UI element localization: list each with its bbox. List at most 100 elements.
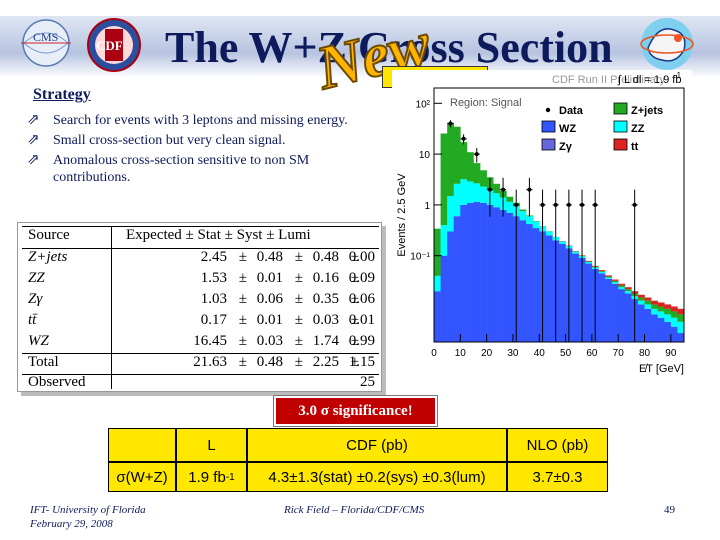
pm-sign: ± [294,291,303,307]
hist-bar-zz [532,221,540,229]
header-source: Source [28,227,70,243]
list-item: ⇗ Search for events with 3 leptons and mi… [27,112,372,129]
row-syst: 0.16 [312,270,339,286]
pm-sign: ± [238,270,247,286]
bullet-arrow-icon: ⇗ [27,152,40,168]
results-corner [108,428,176,462]
bullet-text: Small cross-section but very clean signa… [53,133,286,148]
significance-badge: 3.0 σ significance! [273,395,438,427]
hist-bar-zz [637,300,645,305]
hist-bar-zz [440,225,448,256]
hist-bar-top [677,308,685,315]
observed-label: Observed [28,374,86,390]
plot-region-label: Region: Signal [450,97,522,109]
legend-label: Data [559,105,584,117]
hist-bar-zjets [519,209,527,212]
row-exp: 0.17 [200,312,227,328]
hist-bar-zjets [506,196,514,202]
x-tick-label: 0 [431,348,437,359]
row-exp: 1.53 [200,270,227,286]
row-source: WZ [28,333,49,349]
results-header-cdf: CDF (pb) [247,428,507,462]
x-tick-label: 30 [507,348,519,359]
list-item: ⇗ Small cross-section but very clean sign… [27,132,372,149]
hist-bar-zz [545,231,553,236]
row-stat: 0.48 [256,249,283,265]
legend-swatch [541,138,556,151]
total-label: Total [28,354,59,370]
hist-bar-zz [526,216,533,225]
table-rule [22,248,379,249]
hist-bar-zz [480,186,487,203]
row-exp: 1.03 [200,291,227,307]
data-point [448,121,453,126]
legend-label: ZZ [631,123,645,135]
hist-bar-zjets [453,126,461,184]
pm-sign: ± [238,312,247,328]
pm-sign: ± [350,333,359,349]
hist-bar-wz [493,207,501,342]
y-tick-label: 1 [424,201,430,212]
hist-bar-wz [624,293,632,342]
hist-bar-zjets [460,142,468,180]
table-rule [22,226,379,227]
legend-label: Z+jets [631,105,663,117]
x-tick-label: 60 [586,348,598,359]
svg-text:CMS: CMS [33,30,58,44]
row-exp: 2.45 [200,249,227,265]
hist-bar-top [657,302,665,307]
total-syst: 2.25 [312,354,339,370]
hist-bar-wz [506,212,514,342]
hist-bar-zz [624,291,632,294]
bullet-text: Search for events with 3 leptons and mis… [53,113,348,128]
results-nlo-value: 3.7±0.3 [507,462,608,492]
legend-swatch [613,102,628,115]
row-syst: 0.03 [312,312,339,328]
table-row: tt̄ 0.17 ±0.01 ±0.03 ±0.01 [18,312,383,333]
row-lumi: 0.00 [348,249,375,265]
hist-bar-zjets [637,297,645,301]
row-source: ZZ [28,270,45,286]
table-total-row: Total 21.63 ± 0.48 ± 2.25 ± 1.15 [18,354,383,375]
pm-sign: ± [350,249,359,265]
footer-affiliation: IFT- University of Florida [30,504,146,516]
hist-bar-top [624,287,632,290]
row-lumi: 0.99 [348,333,375,349]
hist-bar-top [585,260,593,262]
hist-bar-top [605,275,612,277]
hist-bar-zz [434,275,441,292]
hist-bar-wz [559,243,566,342]
table-row: WZ 16.45 ±0.03 ±1.74 ±0.99 [18,333,383,354]
hist-bar-wz [466,202,474,342]
legend-label: Zγ [559,141,573,153]
hist-bar-wz [611,283,619,342]
list-item: ⇗ Anomalous cross-section sensitive to no… [27,152,372,186]
legend-swatch [613,138,628,151]
legend-swatch [541,120,556,133]
pm-sign: ± [294,333,303,349]
hist-bar-zz [460,179,468,205]
hist-bar-wz [598,273,606,342]
hist-bar-zjets [624,289,632,292]
pm-sign: ± [238,333,247,349]
plot-lumi-label: ∫ L dl = 1.9 fb [617,74,681,86]
row-syst: 1.74 [312,333,339,349]
row-source: tt̄ [28,312,37,328]
data-point [593,202,598,207]
hist-bar-top [644,297,652,301]
hist-bar-wz [677,333,685,342]
hist-bar-zz [506,201,514,213]
table-row: Zγ 1.03 ±0.06 ±0.35 ±0.06 [18,291,383,312]
row-lumi: 0.06 [348,291,375,307]
hist-bar-top [651,300,658,305]
legend-label: WZ [559,123,576,135]
hist-bar-wz [499,209,507,342]
page-number: 49 [664,504,675,516]
bullet-arrow-icon: ⇗ [27,132,40,148]
hist-bar-zz [572,251,580,254]
hist-bar-wz [460,204,468,342]
hist-bar-zz [585,262,593,264]
hist-bar-top [637,294,645,298]
hist-bar-wz [637,304,645,342]
hist-bar-wz [473,201,481,342]
